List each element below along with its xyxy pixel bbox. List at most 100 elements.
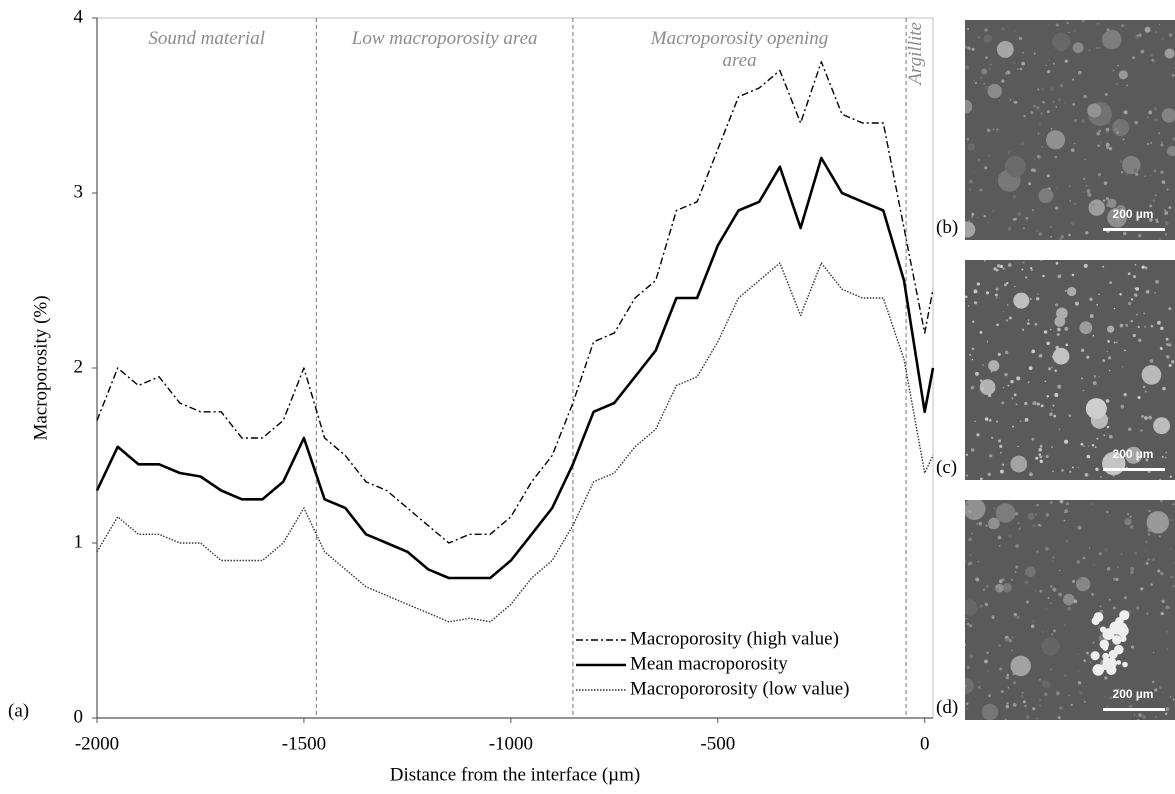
grain [1085,184,1088,187]
grain [1093,374,1096,377]
grain [1040,112,1043,115]
grain [1045,513,1049,517]
x-tick-label: -1000 [489,733,533,754]
grain [999,451,1002,454]
grain [1013,101,1016,104]
grain [1079,577,1081,580]
grain [1000,469,1004,474]
grain [1054,393,1059,397]
grain [972,320,975,323]
grain [965,99,973,114]
grain [1135,287,1140,291]
grain [986,341,989,343]
grain [1096,131,1101,136]
grain [1028,366,1033,371]
grain [1057,97,1062,102]
grain [1036,550,1039,553]
grain [1134,264,1137,266]
grain [1001,697,1003,699]
grain [1021,268,1024,271]
grain [1137,718,1140,720]
grain [1144,326,1146,328]
grain [1028,182,1032,186]
grain [993,507,996,510]
grain [1105,197,1110,201]
grain [986,669,990,672]
grain [1077,669,1080,673]
grain [1153,107,1158,111]
grain [1078,690,1083,695]
grain [1112,69,1115,72]
grain [970,448,975,452]
panel-label: (d) [936,697,959,718]
grain [1091,443,1095,447]
grain [1030,168,1035,172]
grain [1126,84,1128,87]
grain [1160,611,1164,616]
grain [965,559,967,562]
grain [1140,49,1145,54]
grain [1049,501,1053,504]
grain [1070,148,1075,152]
grain [1088,199,1105,216]
grain [1077,466,1079,469]
grain [1113,460,1115,463]
grain [1050,226,1052,228]
grain [1133,275,1136,279]
grain [996,420,998,423]
grain [1077,653,1079,655]
grain [1102,359,1106,363]
grain [966,137,970,141]
grain [1144,26,1151,33]
grain [1049,140,1052,143]
grain [1102,199,1106,202]
grain [1033,52,1036,55]
grain [1137,325,1140,329]
grain [1124,349,1126,352]
grain [1073,142,1076,145]
grain [995,588,1000,592]
grain [1023,114,1026,118]
grain [1127,301,1132,306]
grain [1061,469,1064,472]
grain [1131,56,1136,60]
grain [1002,387,1005,389]
grain [1039,704,1041,707]
grain [1134,120,1139,125]
grain [1020,694,1024,699]
grain [965,453,969,456]
grain [1048,367,1052,371]
grain [1158,238,1162,240]
grain [971,215,974,218]
grain [1046,341,1050,346]
grain [1072,29,1077,33]
grain [1055,105,1058,108]
grain [1058,592,1062,597]
grain [1113,341,1116,344]
grain [1058,706,1063,710]
grain [1098,129,1102,133]
grain [1073,202,1077,206]
y-tick-label: 3 [74,181,84,202]
grain [1007,263,1012,267]
micrograph-texture [965,20,1175,240]
grain [1019,420,1022,423]
micrograph-texture [965,500,1175,720]
grain [1014,100,1018,104]
grain [1025,715,1030,719]
grain [1123,110,1128,115]
grain [1107,325,1115,333]
grain [1126,512,1130,516]
grain [1005,319,1009,322]
grain [1119,160,1123,163]
grain [1137,396,1141,400]
grain [999,264,1004,269]
grain [1064,59,1068,63]
grain [1002,310,1004,312]
grain [1095,22,1098,25]
data-line [95,156,935,580]
grain [1084,685,1087,688]
grain [1108,598,1111,601]
grain [1088,49,1091,52]
